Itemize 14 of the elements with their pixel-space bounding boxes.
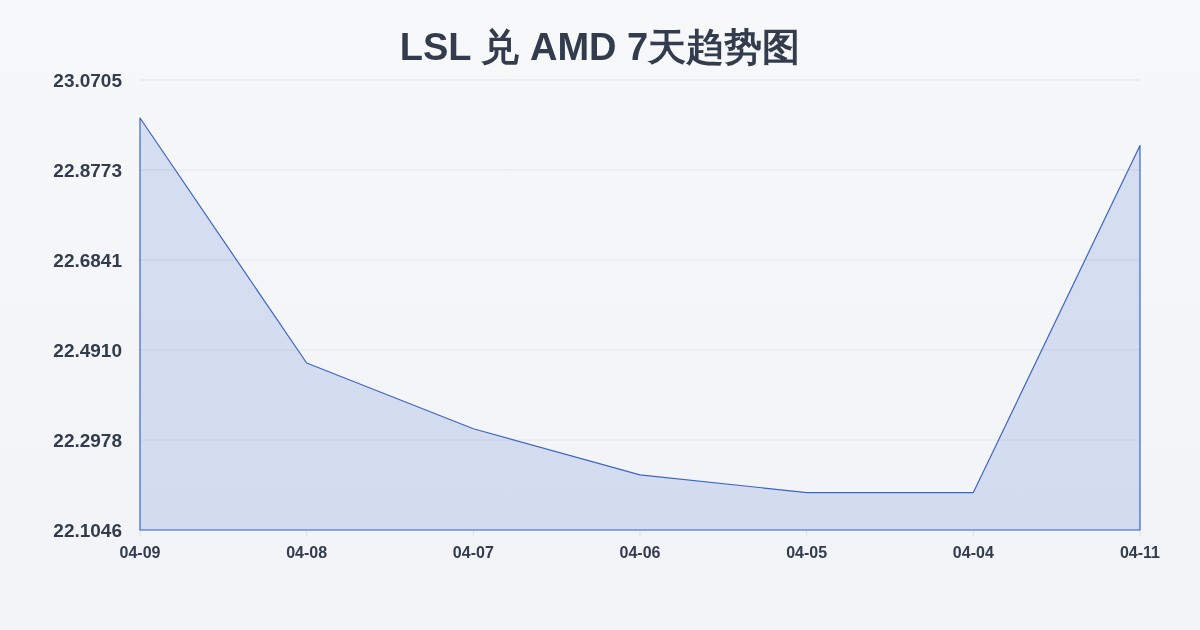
- y-tick-label: 22.2978: [53, 429, 122, 451]
- x-tick-label: 04-09: [119, 544, 161, 561]
- x-tick-label: 04-08: [286, 544, 328, 561]
- x-tick-label: 04-11: [1119, 544, 1161, 561]
- y-tick-label: 22.1046: [53, 520, 122, 541]
- y-tick-label: 23.0705: [53, 70, 123, 91]
- x-tick-label: 04-06: [619, 544, 661, 561]
- x-tick-label: 04-07: [452, 544, 494, 561]
- chart-title: LSL 兑 AMD 7天趋势图: [399, 26, 801, 68]
- y-tick-label: 22.8773: [53, 160, 122, 182]
- y-tick-label: 22.4910: [53, 339, 122, 361]
- x-tick-label: 04-05: [786, 544, 828, 561]
- x-tick-label: 04-04: [952, 544, 994, 561]
- y-tick-label: 22.6841: [53, 250, 123, 272]
